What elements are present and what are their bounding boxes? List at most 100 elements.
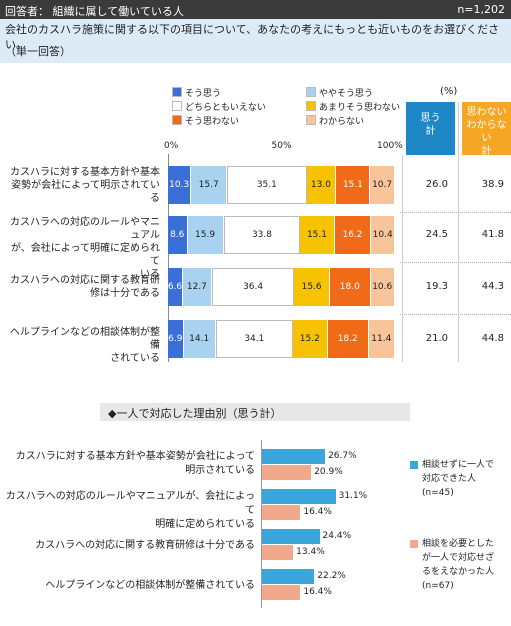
bar-segment: 15.9 (187, 216, 224, 254)
tick-label: 0% (164, 141, 179, 151)
question-panel: 会社のカスハラ施策に関する以下の項目について、あなたの考えにもっとも近いものをお… (0, 19, 511, 63)
row-label-line: が、会社によって明確に定められて (11, 243, 160, 267)
section2-row-label-line: カスハラに対する基本方針や基本姿勢が会社によって (15, 451, 255, 462)
legend-label: そう思わない (185, 117, 240, 127)
section2-axis (261, 440, 262, 608)
bar-segment: 15.7 (191, 166, 227, 204)
legend-swatch (172, 87, 182, 97)
row-label-line: カスハラに対する基本方針や基本 (10, 167, 160, 178)
unit-label: (%) (440, 86, 458, 97)
section2-row-label-line: カスハラへの対応に関する教育研修は十分である (35, 540, 255, 551)
legend-item: わからない (306, 114, 364, 127)
legend-item: そう思う (172, 86, 221, 99)
section2-row-label-line: カスハラへの対応のルールやマニュアルが、会社によって (5, 491, 255, 516)
section2-title: ◆一人で対応した理由別（思う計） (108, 407, 282, 420)
section2-value: 20.9% (314, 467, 343, 477)
row-divider (400, 262, 511, 263)
section2-row-label: ヘルプラインなどの相談体制が整備されている (0, 579, 255, 593)
legend-item: あまりそう思わない (306, 100, 400, 113)
section2-value: 24.4% (322, 531, 352, 541)
row-label-line: カスハラへの対応のルールやマニュアル (10, 217, 160, 241)
section2-row-label-line: ヘルプラインなどの相談体制が整備されている (45, 580, 255, 591)
bar-segment: 16.2 (334, 216, 372, 254)
agree-total: 19.3 (425, 281, 448, 292)
disagree-total: 41.8 (481, 229, 504, 240)
legend-line: 相談を必要とした (422, 539, 495, 549)
row-label-line: されている (110, 353, 160, 364)
row-label: カスハラに対する基本方針や基本 姿勢が会社によって明示されている (4, 166, 160, 205)
bar-segment: 15.1 (336, 166, 371, 204)
section2-row-label: カスハラへの対応に関する教育研修は十分である (0, 539, 255, 553)
legend-line: 対応できた人 (422, 474, 477, 484)
section2-row-label: カスハラへの対応のルールやマニュアルが、会社によって明確に定められている (0, 490, 255, 532)
row-divider (400, 314, 511, 315)
section2-legend-1: 相談せずに一人で 対応できた人 (n=45) (410, 458, 510, 500)
legend-label: ややそう思う (319, 89, 374, 99)
section2-value: 16.4% (303, 587, 332, 597)
bar-segment: 14.1 (183, 320, 216, 358)
disagree-total: 38.9 (481, 179, 504, 190)
tick-label: 50% (271, 141, 292, 151)
bar-segment: 33.8 (223, 216, 301, 254)
row-label-line: カスハラへの対応に関する教育研 (10, 275, 160, 286)
question-text: 会社のカスハラ施策に関する以下の項目について、あなたの考えにもっとも近いものをお… (5, 23, 500, 51)
section2-bar (261, 585, 301, 600)
legend-label: わからない (319, 117, 365, 127)
bar-segment: 15.2 (293, 320, 328, 358)
legend-line: (n=67) (422, 581, 454, 591)
bar-segment: 15.6 (294, 268, 330, 306)
agree-total-header: 思う計 (406, 102, 455, 155)
section2-bar (261, 505, 301, 520)
bar-segment: 10.7 (370, 166, 395, 204)
section2-row-label: カスハラに対する基本方針や基本姿勢が会社によって 明示されている (0, 450, 255, 478)
legend-swatch (306, 115, 316, 125)
legend-line: (n=45) (422, 488, 454, 498)
bar-segment: 6.6 (168, 268, 183, 306)
section2-bar (261, 545, 294, 560)
section2-row-label-line: 明確に定められている (155, 519, 255, 530)
row-label-line: 姿勢が会社によって明示されてい (11, 180, 160, 191)
bar-segment: 36.4 (211, 268, 295, 306)
bar-segment: 10.4 (371, 216, 395, 254)
legend-label: どちらともいえない (185, 103, 266, 113)
bar-segment: 12.7 (182, 268, 212, 306)
legend-swatch (306, 101, 316, 111)
legend-swatch-salmon (410, 540, 418, 548)
legend-line: るをえなかった人 (422, 567, 495, 577)
row-label: ヘルプラインなどの相談体制が整備 されている (4, 326, 160, 365)
respondents-label: 回答者： 組織に属して働いている人 (5, 5, 184, 18)
bar-segment: 18.0 (329, 268, 371, 306)
legend-item: ややそう思う (306, 86, 373, 99)
bar-segment: 18.2 (327, 320, 369, 358)
bar-segment: 15.1 (300, 216, 335, 254)
bar-segment: 6.9 (168, 320, 184, 358)
disagree-total: 44.3 (481, 281, 504, 292)
agree-total: 26.0 (425, 179, 448, 190)
row-label: カスハラへの対応のルールやマニュアル が、会社によって明確に定められて いる (4, 216, 160, 281)
section2-bar (261, 489, 336, 504)
row-label-line: 修は十分である (90, 288, 160, 299)
stacked-bar: 6.6 12.7 36.4 15.6 18.0 10.6 (168, 268, 395, 306)
agree-total: 21.0 (425, 333, 448, 344)
disagree-total-header: 思わない わからない計 (462, 102, 511, 157)
section2-bar (261, 529, 320, 544)
stacked-bar: 6.9 14.1 34.1 15.2 18.2 11.4 (168, 320, 395, 358)
agree-total: 24.5 (425, 229, 448, 240)
legend-line: 相談せずに一人で (422, 460, 495, 470)
legend-swatch (306, 87, 316, 97)
section2-legend-2: 相談を必要とした が一人で対応せざ るをえなかった人 (n=67) (410, 537, 510, 593)
legend-item: どちらともいえない (172, 100, 266, 113)
header-bar: 回答者： 組織に属して働いている人 n=1,202 (0, 0, 511, 19)
bar-segment: 10.3 (168, 166, 192, 204)
axis-line (168, 154, 169, 362)
legend-label: そう思う (185, 89, 222, 99)
section2-bar (261, 569, 315, 584)
row-label: カスハラへの対応に関する教育研修は十分である (4, 274, 160, 300)
bar-segment: 35.1 (227, 166, 307, 204)
legend-line: が一人で対応せざ (422, 553, 495, 563)
table-line (458, 102, 459, 362)
stacked-bar: 10.3 15.7 35.1 13.0 15.1 10.7 (168, 166, 395, 204)
question-subtext: （単一回答） (5, 45, 71, 58)
row-divider (400, 212, 511, 213)
table-line (402, 155, 403, 362)
